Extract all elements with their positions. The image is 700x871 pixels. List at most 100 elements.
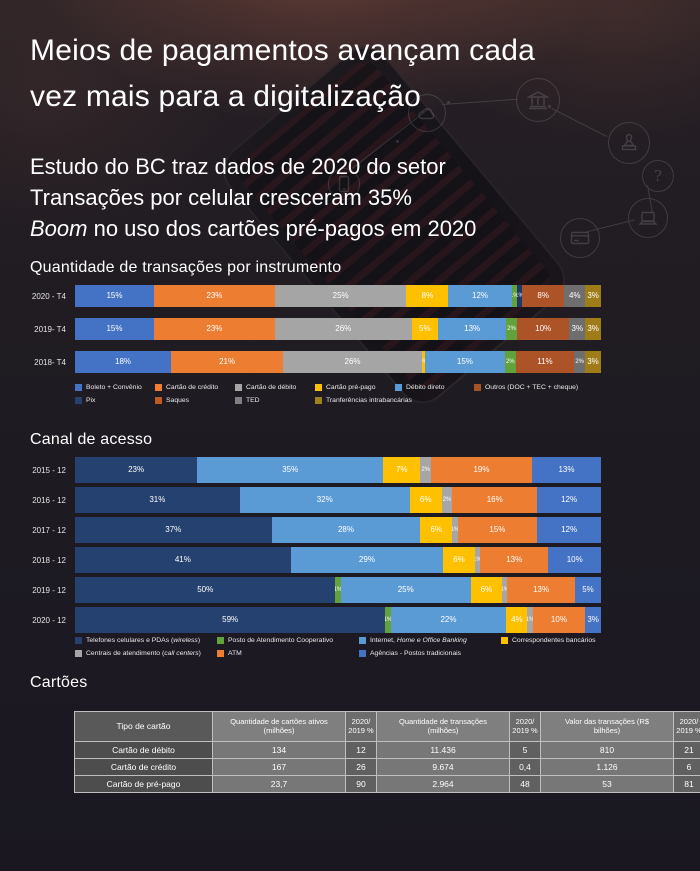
chart-row: 2019 - 12 50% 1% 25% 6% 1% 13% 5% xyxy=(0,577,700,603)
instruments-legend: Boleto + Convênio Cartão de crédito Cartão… xyxy=(75,384,700,404)
table-header: Quantidade de cartões ativos (milhões) xyxy=(212,711,346,742)
bar-segment: 1% xyxy=(452,517,458,543)
table-header: Quantidade de transações (milhões) xyxy=(376,711,510,742)
legend-label: Cartão de crédito xyxy=(166,384,219,391)
bar-segment: 29% xyxy=(290,547,444,573)
bar-value-label: 3% xyxy=(587,290,599,300)
bar-segment: 23% xyxy=(75,457,198,483)
chart-row: 2020 - 12 59% 1% 22% 4% 1% 10% 3% xyxy=(0,607,700,633)
cards-table: Tipo de cartão Quantidade de cartões ativ… xyxy=(74,711,700,793)
legend-item: Débito direto xyxy=(395,384,474,391)
instruments-section-title: Quantidade de transações por instrumento xyxy=(30,259,342,276)
bar-value-label: 5% xyxy=(582,584,594,594)
bar-value-label: 8% xyxy=(537,290,549,300)
value-cell: 0,4 xyxy=(509,757,541,776)
legend-swatch xyxy=(75,384,82,391)
legend-label: Pix xyxy=(86,397,96,404)
bar-value-label: 15% xyxy=(489,524,506,534)
title-line-2: vez mais para a digitalização xyxy=(30,80,421,113)
bar-value-label: 22% xyxy=(440,614,457,624)
legend-label: Débito direto xyxy=(406,384,445,391)
bar-segment: 2% xyxy=(504,351,516,373)
legend-swatch xyxy=(235,397,242,404)
bar-segment: 4% xyxy=(564,285,586,307)
bar-segment: 8% xyxy=(406,285,449,307)
value-cell: 81 xyxy=(673,774,700,793)
legend-item: Tranferências intrabancárias xyxy=(315,397,412,404)
bar-segment: 1% xyxy=(335,577,341,603)
bar-value-label: 19% xyxy=(473,464,490,474)
bar-value-label: 7% xyxy=(395,464,408,474)
bar-segment: 25% xyxy=(340,577,471,603)
bar-segment: 7% xyxy=(383,457,421,483)
legend-swatch xyxy=(359,637,366,644)
value-cell: 23,7 xyxy=(212,774,346,793)
section-cards: Cartões Tipo de cartão Quantidade de cart… xyxy=(0,674,700,793)
stacked-bar: 50% 1% 25% 6% 1% 13% 5% xyxy=(75,577,601,603)
bar-segment: 15% xyxy=(424,351,505,373)
chart-row: 2019- T4 15% 23% 26% 5% 13% 2% 10% 3% 3% xyxy=(0,318,700,340)
bar-segment: 21% xyxy=(171,351,284,373)
bar-value-label: 8% xyxy=(421,290,434,300)
bar-value-label: 59% xyxy=(222,614,239,624)
chart-row: 2017 - 12 37% 28% 6% 1% 15% 12% xyxy=(0,517,700,543)
bar-segment: 31% xyxy=(75,487,240,513)
bar-value-label: 1% xyxy=(335,587,340,593)
stacked-bar: 41% 29% 6% 1% 13% 10% xyxy=(75,547,601,573)
bar-segment: 2% xyxy=(420,457,431,483)
bar-segment: 3% xyxy=(584,351,601,373)
value-cell: 167 xyxy=(212,757,346,776)
table-header: Valor das transações (R$ bilhões) xyxy=(540,711,674,742)
page-title: Meios de pagamentos avançam cada vez mais… xyxy=(30,28,700,120)
bar-segment: 13% xyxy=(507,577,575,603)
value-cell: 810 xyxy=(540,740,674,759)
legend-swatch xyxy=(395,384,402,391)
bar-value-label: 1% xyxy=(452,527,457,533)
bar-value-label: 13% xyxy=(506,554,523,564)
legend-swatch xyxy=(217,650,224,657)
channels-chart: 2015 - 12 23% 35% 7% 2% 19% 13% 2016 - 12 31% 32%… xyxy=(0,457,700,633)
category-label: 2018 - 12 xyxy=(32,555,66,565)
legend-item: Correspondentes bancários xyxy=(501,637,700,644)
channels-legend: Telefones celulares e PDAs (wireless) Pos… xyxy=(75,637,700,657)
bar-segment: 1% xyxy=(385,607,391,633)
row-label-cell: Cartão de pré-pago xyxy=(74,774,213,793)
section-channels: Canal de acesso 2015 - 12 23% 35% 7% 2% 19% 13… xyxy=(0,431,700,657)
bar-segment: 6% xyxy=(409,487,442,513)
legend-item: Cartão pré-pago xyxy=(315,384,395,391)
legend-label: Cartão de débito xyxy=(246,384,297,391)
bar-value-label: 12% xyxy=(561,494,578,504)
bar-value-label: 32% xyxy=(316,494,333,504)
bar-segment: 10% xyxy=(548,547,601,573)
value-cell: 1.126 xyxy=(540,757,674,776)
bar-value-label: 15% xyxy=(106,290,123,300)
legend-label: ATM xyxy=(228,650,242,657)
bar-value-label: 12% xyxy=(561,524,578,534)
bar-value-label: 13% xyxy=(558,464,575,474)
bar-value-label: 6% xyxy=(453,554,465,564)
value-cell: 2.964 xyxy=(376,774,510,793)
bar-value-label: 10% xyxy=(566,554,583,564)
bar-segment: 23% xyxy=(153,285,275,307)
bar-segment: 2% xyxy=(506,318,517,340)
bar-value-label: 29% xyxy=(358,554,375,564)
bar-segment: 37% xyxy=(75,517,272,543)
bar-value-label: 11% xyxy=(537,356,553,366)
bar-segment: 28% xyxy=(271,517,421,543)
bar-value-label: 2% xyxy=(421,466,430,473)
legend-swatch xyxy=(315,397,322,404)
bar-value-label: 41% xyxy=(174,554,191,564)
bar-value-label: 3% xyxy=(587,323,599,333)
legend-label: Telefones celulares e PDAs (wireless) xyxy=(86,637,201,644)
subtitle-line-3: no uso dos cartões pré-pagos em 2020 xyxy=(87,216,477,241)
bar-segment: 3% xyxy=(585,318,601,340)
legend-item: Posto de Atendimento Cooperativo xyxy=(217,637,359,644)
bar-segment: 1% xyxy=(502,577,508,603)
bar-segment: 15% xyxy=(75,285,154,307)
bar-segment: 10% xyxy=(532,607,586,633)
legend-label: Cartão pré-pago xyxy=(326,384,376,391)
bar-segment: 4% xyxy=(506,607,528,633)
bar-segment: 12% xyxy=(537,517,601,543)
value-cell: 12 xyxy=(345,740,377,759)
